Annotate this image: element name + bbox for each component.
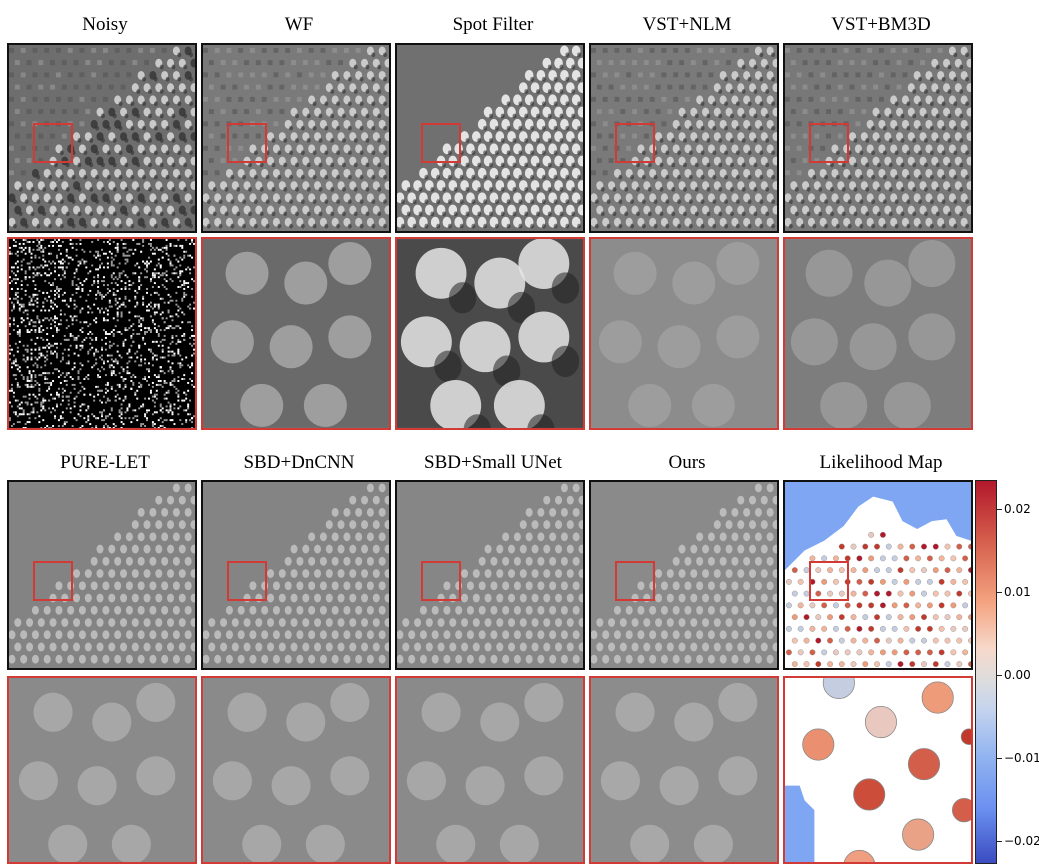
zoom-ours-texture [591, 678, 777, 862]
wf-texture [203, 45, 389, 231]
zoom-vst-nlm-texture [591, 239, 777, 428]
zoom-wf-texture [203, 239, 389, 428]
roi-box-sbd-dncnn [227, 561, 267, 601]
zoom-sbd-small-unet-texture [397, 678, 583, 862]
zoom-ours [589, 676, 779, 864]
roi-box-noisy [33, 123, 73, 163]
title-vst-bm3d: VST+BM3D [831, 14, 931, 35]
title-pure-let: PURE-LET [60, 452, 150, 473]
vst-nlm-texture [591, 45, 777, 231]
pure-let-texture [9, 482, 195, 668]
sbd-dncnn-texture [203, 482, 389, 668]
title-likelihood-map: Likelihood Map [819, 452, 943, 473]
image-likelihood-map [783, 480, 973, 670]
image-sbd-dncnn [201, 480, 391, 670]
vst-bm3d-texture [785, 45, 971, 231]
image-spot-filter [395, 43, 585, 233]
image-pure-let [7, 480, 197, 670]
spot-filter-texture [397, 45, 583, 231]
colorbar-tick-label: 0.02 [1004, 502, 1031, 516]
zoom-spot-filter-texture [397, 239, 583, 428]
image-vst-nlm [589, 43, 779, 233]
colorbar-tick-mark [997, 509, 1002, 510]
roi-box-pure-let [33, 561, 73, 601]
zoom-likelihood-map-texture [785, 678, 971, 862]
title-spot-filter: Spot Filter [452, 14, 534, 35]
zoom-sbd-dncnn [201, 676, 391, 864]
zoom-wf [201, 237, 391, 430]
colorbar-tick-mark [997, 675, 1002, 676]
colorbar [975, 480, 997, 864]
colorbar-tick-mark [997, 758, 1002, 759]
noisy-texture [9, 45, 195, 231]
title-wf: WF [284, 14, 314, 35]
zoom-vst-nlm [589, 237, 779, 430]
image-ours [589, 480, 779, 670]
roi-box-vst-bm3d [809, 123, 849, 163]
colorbar-tick-label: 0.00 [1004, 668, 1031, 682]
colorbar-tick-mark [997, 841, 1002, 842]
zoom-pure-let [7, 676, 197, 864]
colorbar-tick-label: −0.02 [1004, 834, 1039, 848]
zoom-noisy-texture [9, 239, 195, 428]
roi-box-ours [615, 561, 655, 601]
zoom-sbd-dncnn-texture [203, 678, 389, 862]
roi-box-likelihood-map [809, 561, 849, 601]
zoom-spot-filter [395, 237, 585, 430]
zoom-sbd-small-unet [395, 676, 585, 864]
sbd-small-unet-texture [397, 482, 583, 668]
title-vst-nlm: VST+NLM [642, 14, 732, 35]
zoom-vst-bm3d [783, 237, 973, 430]
title-ours: Ours [668, 452, 706, 473]
likelihood-map-texture [785, 482, 971, 668]
ours-texture [591, 482, 777, 668]
colorbar-tick-label: −0.01 [1004, 751, 1039, 765]
zoom-pure-let-texture [9, 678, 195, 862]
image-noisy [7, 43, 197, 233]
roi-box-sbd-small-unet [421, 561, 461, 601]
roi-box-wf [227, 123, 267, 163]
zoom-noisy [7, 237, 197, 430]
title-noisy: Noisy [82, 14, 128, 35]
colorbar-tick-label: 0.01 [1004, 585, 1031, 599]
image-wf [201, 43, 391, 233]
zoom-vst-bm3d-texture [785, 239, 971, 428]
colorbar-tick-mark [997, 592, 1002, 593]
roi-box-vst-nlm [615, 123, 655, 163]
image-sbd-small-unet [395, 480, 585, 670]
title-sbd-small-unet: SBD+Small UNet [424, 452, 562, 473]
title-sbd-dncnn: SBD+DnCNN [243, 452, 355, 473]
roi-box-spot-filter [421, 123, 461, 163]
image-vst-bm3d [783, 43, 973, 233]
zoom-likelihood-map [783, 676, 973, 864]
